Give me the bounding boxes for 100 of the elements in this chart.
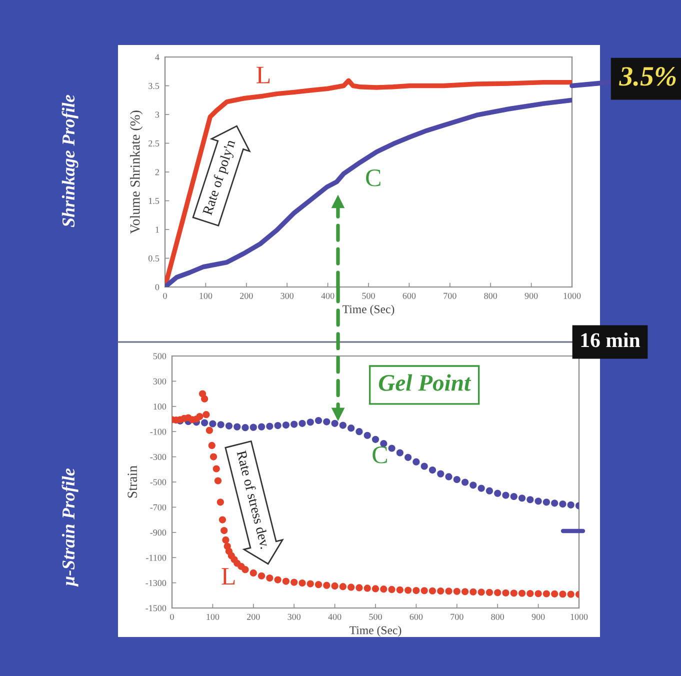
point (372, 436, 380, 443)
x-tick-label: 500 (362, 292, 375, 299)
x-tick-label: 400 (321, 292, 334, 299)
x-axis-title: Time (Sec) (350, 626, 402, 637)
annotation: Rate of poly'n (202, 138, 238, 216)
point (209, 420, 216, 428)
x-tick-label: 0 (170, 614, 174, 620)
y-tick-label: -700 (150, 504, 166, 510)
x-tick-label: 600 (410, 614, 423, 620)
y-tick-label: 300 (153, 378, 166, 384)
y-tick-label: 0.5 (148, 255, 160, 262)
point (462, 478, 469, 486)
annotation: 3.5% (619, 67, 676, 86)
point (356, 428, 363, 436)
y-tick-label: -100 (150, 428, 166, 435)
point (534, 498, 542, 505)
point (510, 492, 518, 500)
y-axis-title: Strain (128, 466, 138, 498)
point (388, 444, 396, 452)
y-tick-label: 0 (155, 284, 160, 290)
y-tick-label: 3 (155, 112, 160, 118)
y-tick-label: 2 (155, 169, 159, 176)
text: μ-Strain Profile (62, 468, 78, 587)
x-tick-label: 300 (280, 292, 294, 299)
y-tick-label: 500 (153, 353, 166, 360)
point (234, 423, 241, 430)
point (453, 476, 460, 484)
x-tick-label: 100 (200, 292, 212, 299)
point (225, 422, 233, 430)
point (404, 454, 412, 461)
point (559, 500, 566, 508)
point (339, 422, 346, 429)
point (420, 462, 428, 470)
x-tick-label: 400 (328, 614, 342, 620)
ref-line-label: Gel Point (378, 374, 472, 391)
point (526, 496, 534, 504)
y-tick-label: 100 (154, 404, 166, 410)
x-tick-label: 900 (524, 292, 538, 299)
x-tick-label: 1000 (570, 614, 588, 620)
x-tick-label: 600 (402, 292, 416, 299)
point (250, 424, 257, 431)
y-tick-label: 4 (155, 54, 160, 60)
point (258, 423, 266, 430)
point (428, 466, 436, 474)
point (567, 501, 574, 508)
x-tick-label: 200 (247, 614, 260, 620)
point (445, 473, 452, 480)
point (331, 420, 338, 427)
annotation: Rate of stress dev. (236, 450, 270, 550)
x-tick-label: 200 (240, 292, 253, 299)
y-tick-label: 3.5 (148, 82, 160, 90)
text: Shrinkage Profile (62, 94, 78, 228)
point (242, 424, 249, 432)
y-tick-label: -300 (150, 454, 166, 460)
x-tick-label: 800 (491, 614, 504, 620)
point (396, 449, 404, 456)
y-tick-label: 1.5 (148, 198, 160, 204)
x-tick-label: 900 (532, 614, 545, 620)
point (470, 482, 477, 489)
point (274, 422, 282, 430)
point (290, 420, 298, 428)
annotation: L (222, 568, 235, 585)
point (502, 492, 510, 499)
point (348, 424, 355, 432)
point (201, 419, 208, 426)
x-tick-label: 1000 (564, 292, 581, 299)
point (437, 470, 444, 478)
y-tick-label: -1300 (146, 580, 166, 586)
annotation: C (372, 446, 387, 464)
point (542, 498, 550, 506)
point (298, 420, 306, 427)
y-tick-label: -1100 (146, 554, 166, 561)
point (518, 494, 526, 502)
y-tick-label: 1 (156, 226, 159, 233)
point (551, 500, 558, 507)
point (266, 422, 274, 430)
point (494, 490, 502, 497)
point (323, 418, 330, 426)
y-axis-title: Volume Shrinkate (%) (130, 110, 143, 234)
x-tick-label: 700 (444, 292, 456, 299)
point (217, 421, 224, 428)
x-axis-title: Time (Sec) (342, 304, 394, 316)
x-tick-label: 800 (484, 292, 498, 299)
annotation: C (366, 170, 380, 186)
point (478, 484, 485, 492)
point (486, 487, 493, 494)
y-tick-label: -1500 (146, 605, 166, 612)
x-tick-label: 300 (288, 614, 301, 620)
point (282, 422, 290, 429)
y-tick-label: 2.5 (148, 140, 160, 147)
y-tick-label: -900 (150, 530, 166, 536)
x-tick-label: 100 (206, 614, 220, 620)
text: 16 min (581, 332, 640, 348)
y-tick-label: -500 (150, 479, 166, 486)
point (412, 458, 420, 466)
point (364, 432, 371, 439)
point (314, 416, 322, 424)
x-tick-label: 500 (369, 614, 382, 620)
annotation: L (256, 66, 270, 84)
x-tick-label: 700 (450, 614, 464, 620)
